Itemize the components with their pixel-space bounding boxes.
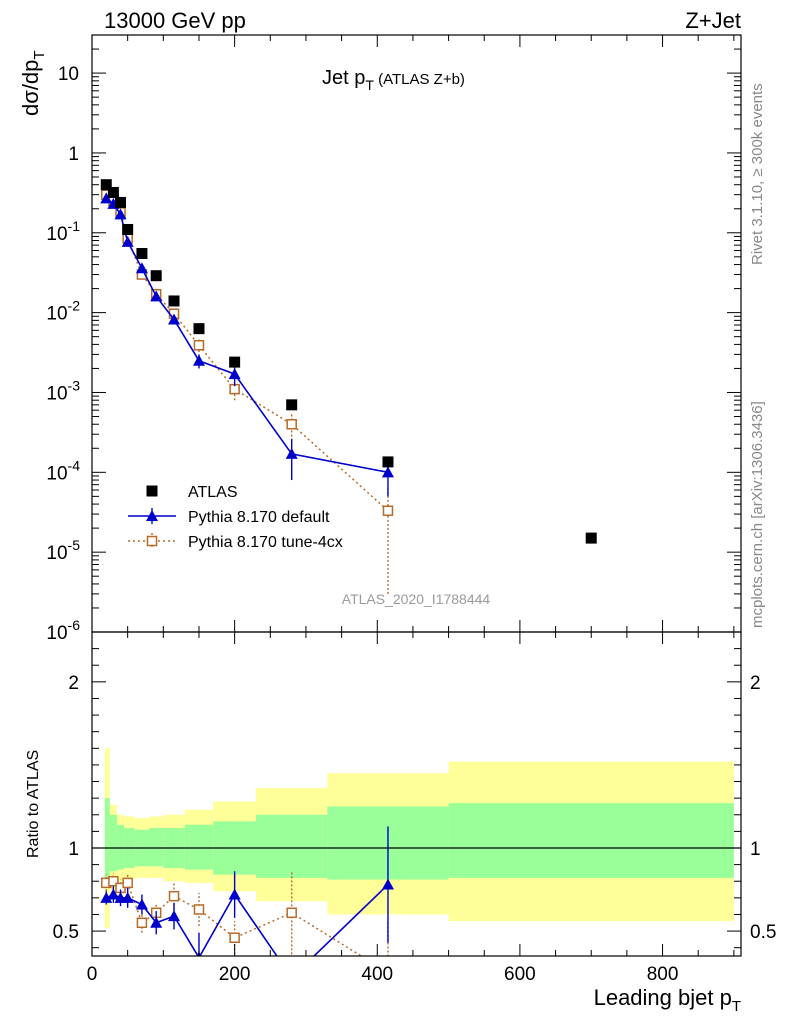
axis-tick-labels: 0 200 400 600 80010-610-510-410-310-210-1110… (46, 64, 776, 985)
main-data-point (192, 354, 205, 366)
y-tick-label: 10-6 (46, 617, 80, 644)
main-data-point (286, 399, 298, 411)
rivet-version-label: Rivet 3.1.10, ≥ 300k events (749, 83, 766, 265)
x-tick-label: 800 (647, 964, 679, 985)
ratio-y-tick-label: 2 (68, 673, 79, 694)
y-tick-label: 10-3 (46, 377, 80, 404)
ratio-y-tick-label: 1 (68, 839, 79, 860)
main-data-point (122, 223, 134, 235)
header-energy-label: 13000 GeV pp (104, 8, 246, 33)
mcplots-label: mcplots.cern.ch [arXiv:1306.3436] (749, 401, 766, 628)
main-data-point (121, 235, 134, 247)
main-data-point (382, 456, 394, 468)
main-data-point (285, 447, 298, 459)
ratio-data-point (286, 972, 298, 983)
ratio-y-tick-label: 0.5 (53, 922, 79, 943)
band-inner (448, 803, 734, 878)
plot-title: Jet pT (ATLAS Z+b) (322, 67, 465, 93)
ratio-data-point (108, 875, 119, 887)
ratio-y-tick-label-right: 0.5 (750, 922, 776, 943)
main-data-point (286, 418, 297, 430)
ratio-data-point (135, 898, 148, 910)
y-tick-label: 1 (68, 144, 79, 165)
legend-label: Pythia 8.170 default (188, 509, 330, 526)
main-data-point (585, 532, 597, 544)
main-data-point (114, 208, 127, 220)
main-data-point (228, 368, 241, 380)
ratio-data-point (229, 932, 240, 943)
ratio-data-point (381, 878, 394, 890)
ratio-data-point (136, 917, 148, 929)
ratio-data-point (168, 910, 181, 922)
ratio-data-point (193, 904, 205, 915)
main-series-line (105, 197, 389, 474)
main-data-point (381, 466, 394, 478)
band-inner (256, 814, 328, 878)
ratio-data-point (168, 890, 180, 902)
ratio-data-point (228, 888, 241, 900)
band-inner (116, 824, 125, 870)
legend-marker (146, 510, 158, 521)
ratio-data-point (100, 891, 113, 903)
header-process-label: Z+Jet (685, 8, 741, 33)
x-tick-label: 200 (219, 964, 251, 985)
main-data-point (115, 196, 127, 208)
main-data-point (150, 270, 162, 282)
main-data-point (229, 356, 241, 368)
legend-marker (146, 485, 158, 497)
main-data-point (135, 262, 148, 274)
main-data-point (150, 290, 163, 302)
main-data-point (100, 179, 112, 191)
main-data-point (168, 295, 180, 307)
x-tick-label: 600 (504, 964, 536, 985)
band-inner (104, 798, 110, 882)
ratio-y-tick-label-right: 2 (750, 673, 761, 694)
ratio-y-axis-title: Ratio to ATLAS (25, 750, 42, 858)
ratio-data-point (107, 888, 120, 900)
main-data-point (382, 505, 394, 517)
legend-marker (146, 535, 158, 547)
main-series-line (105, 194, 389, 512)
uncertainty-bands (104, 748, 734, 928)
ratio-data-point (122, 877, 133, 889)
main-y-axis-title: dσ/dpT (18, 50, 48, 116)
legend: ATLAS Pythia 8.170 default Pythia 8.170 tu… (128, 484, 343, 551)
legend-label: ATLAS (188, 484, 238, 501)
main-data-point (100, 192, 113, 204)
main-data-point (193, 340, 205, 351)
main-data-point (107, 186, 119, 198)
ratio-data-point (150, 916, 163, 928)
band-inner (149, 828, 164, 867)
x-tick-label: 0 (87, 964, 98, 985)
y-tick-label: 10 (58, 64, 79, 85)
band-inner (184, 824, 214, 870)
ratio-data-point (121, 891, 134, 903)
y-tick-label: 10-4 (46, 457, 80, 484)
x-axis-title: Leading bjet pT (594, 985, 741, 1015)
main-data-point (168, 313, 181, 325)
ratio-y-tick-label-right: 1 (750, 839, 761, 860)
x-tick-label: 400 (361, 964, 393, 985)
legend-label: Pythia 8.170 tune-4cx (188, 534, 343, 551)
axis-ticks (91, 34, 741, 956)
y-tick-label: 10-5 (46, 537, 80, 564)
y-tick-label: 10-2 (46, 298, 80, 325)
main-panel-series (100, 179, 597, 594)
band-inner (109, 814, 117, 872)
y-tick-label: 10-1 (46, 218, 80, 245)
ratio-data-point (286, 907, 297, 919)
analysis-watermark: ATLAS_2020_I1788444 (342, 591, 491, 607)
ratio-panel-frame (91, 631, 742, 957)
main-data-point (136, 248, 148, 260)
main-data-point (193, 323, 205, 335)
